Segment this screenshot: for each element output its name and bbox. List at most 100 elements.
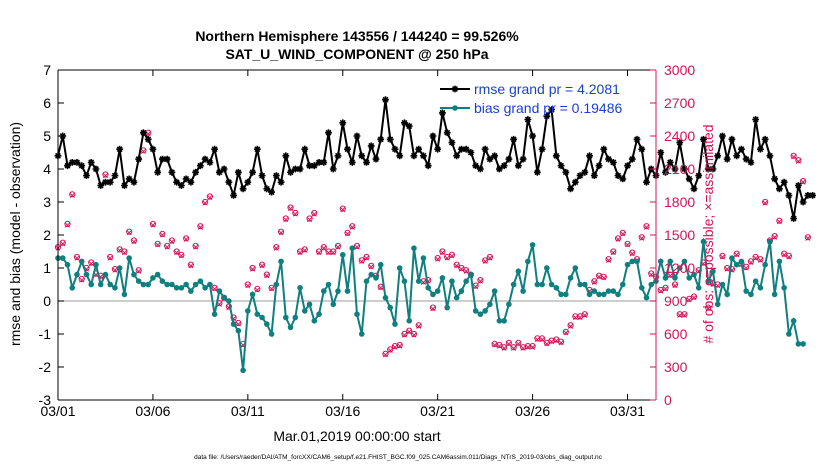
- rmse-point: [187, 178, 195, 186]
- nobs-possible-marker: [135, 267, 142, 274]
- rmse-point: [211, 145, 219, 153]
- nobs-possible-marker: [206, 193, 213, 200]
- bias-point: [695, 285, 702, 291]
- bias-point: [178, 285, 185, 291]
- rmse-point: [173, 178, 181, 186]
- bias-point: [135, 278, 142, 285]
- nobs-assimilated-marker: [330, 250, 336, 256]
- bias-point: [487, 301, 493, 308]
- bias-point: [145, 281, 151, 288]
- bias-point: [411, 245, 417, 251]
- bias-point: [83, 271, 90, 278]
- bias-point: [216, 288, 223, 294]
- bias-point: [567, 275, 574, 281]
- nobs-assimilated-marker: [677, 312, 683, 318]
- bias-point: [78, 258, 85, 265]
- nobs-possible-marker: [800, 178, 807, 185]
- rmse-point: [742, 155, 750, 163]
- nobs-possible-marker: [429, 304, 437, 311]
- rmse-line: [57, 99, 813, 219]
- nobs-possible-marker: [477, 277, 484, 284]
- y-tick-label-left: 0: [43, 293, 51, 309]
- bias-point: [453, 294, 460, 301]
- nobs-assimilated-marker: [212, 286, 218, 292]
- bias-point: [373, 275, 379, 281]
- rmse-point: [282, 152, 290, 160]
- nobs-assimilated-marker: [781, 252, 787, 258]
- x-tick-label: 03/11: [231, 403, 265, 419]
- bias-point: [743, 288, 749, 294]
- bias-point: [667, 258, 674, 265]
- nobs-assimilated-marker: [577, 314, 583, 321]
- nobs-assimilated-marker: [435, 256, 441, 262]
- rmse-point: [68, 159, 76, 166]
- rmse-point: [495, 165, 503, 173]
- nobs-possible-marker: [434, 255, 441, 262]
- rmse-point: [799, 198, 807, 206]
- rmse-point: [643, 178, 650, 186]
- nobs-assimilated-marker: [269, 286, 275, 292]
- rmse-point: [168, 168, 176, 176]
- nobs-possible-marker: [667, 271, 674, 278]
- nobs-assimilated-marker: [321, 245, 327, 251]
- bias-point: [64, 261, 71, 268]
- nobs-assimilated-marker: [102, 173, 108, 179]
- nobs-possible-marker: [581, 311, 588, 318]
- nobs-possible-marker: [159, 230, 166, 237]
- bias-point: [287, 324, 294, 331]
- nobs-possible-marker: [320, 244, 327, 251]
- bias-point: [634, 258, 640, 265]
- nobs-assimilated-marker: [202, 200, 208, 206]
- bias-point: [268, 331, 275, 337]
- nobs-assimilated-marker: [439, 250, 445, 256]
- bias-point: [577, 281, 583, 288]
- nobs-assimilated-marker: [112, 267, 118, 273]
- bias-point: [638, 285, 645, 291]
- bias-point: [596, 291, 602, 298]
- legend-bias-marker: [452, 105, 458, 111]
- rmse-point: [476, 165, 484, 173]
- nobs-possible-marker: [728, 266, 736, 273]
- nobs-possible-marker: [301, 246, 308, 253]
- bias-point: [501, 318, 507, 324]
- nobs-possible-marker: [107, 253, 114, 261]
- nobs-assimilated-marker: [259, 263, 265, 269]
- nobs-possible-marker: [254, 285, 261, 292]
- nobs-assimilated-marker: [506, 341, 512, 347]
- nobs-assimilated-marker: [79, 277, 85, 283]
- bias-point: [396, 265, 403, 271]
- nobs-possible-marker: [244, 281, 251, 288]
- nobs-possible-marker: [126, 228, 133, 235]
- rmse-point: [529, 132, 537, 140]
- bias-point: [733, 261, 740, 268]
- rmse-point: [420, 152, 427, 160]
- nobs-assimilated-marker: [639, 235, 645, 241]
- y-tick-label-right: 0: [664, 392, 672, 408]
- bias-point: [714, 301, 721, 308]
- nobs-assimilated-marker: [107, 255, 113, 261]
- nobs-assimilated-marker: [326, 250, 332, 256]
- nobs-assimilated-marker: [549, 339, 555, 345]
- bias-point: [140, 281, 147, 288]
- rmse-point: [562, 168, 570, 176]
- rmse-point: [182, 175, 190, 183]
- rmse-point: [467, 149, 475, 156]
- rmse-point: [472, 162, 480, 170]
- bias-point: [301, 308, 308, 314]
- nobs-possible-marker: [619, 229, 626, 236]
- rmse-point: [552, 152, 560, 160]
- bias-point: [795, 341, 802, 347]
- bias-point: [330, 301, 337, 308]
- bias-point: [249, 291, 256, 298]
- y-tick-label-right: 900: [664, 293, 688, 309]
- nobs-possible-marker: [629, 249, 636, 256]
- bias-point: [534, 281, 541, 288]
- nobs-assimilated-marker: [121, 250, 127, 256]
- nobs-possible-marker: [344, 229, 351, 236]
- rmse-point: [106, 178, 114, 186]
- rmse-point: [111, 172, 119, 179]
- bias-point: [121, 291, 128, 298]
- rmse-point: [291, 165, 299, 173]
- nobs-assimilated-marker: [620, 231, 626, 237]
- rmse-point: [510, 135, 518, 143]
